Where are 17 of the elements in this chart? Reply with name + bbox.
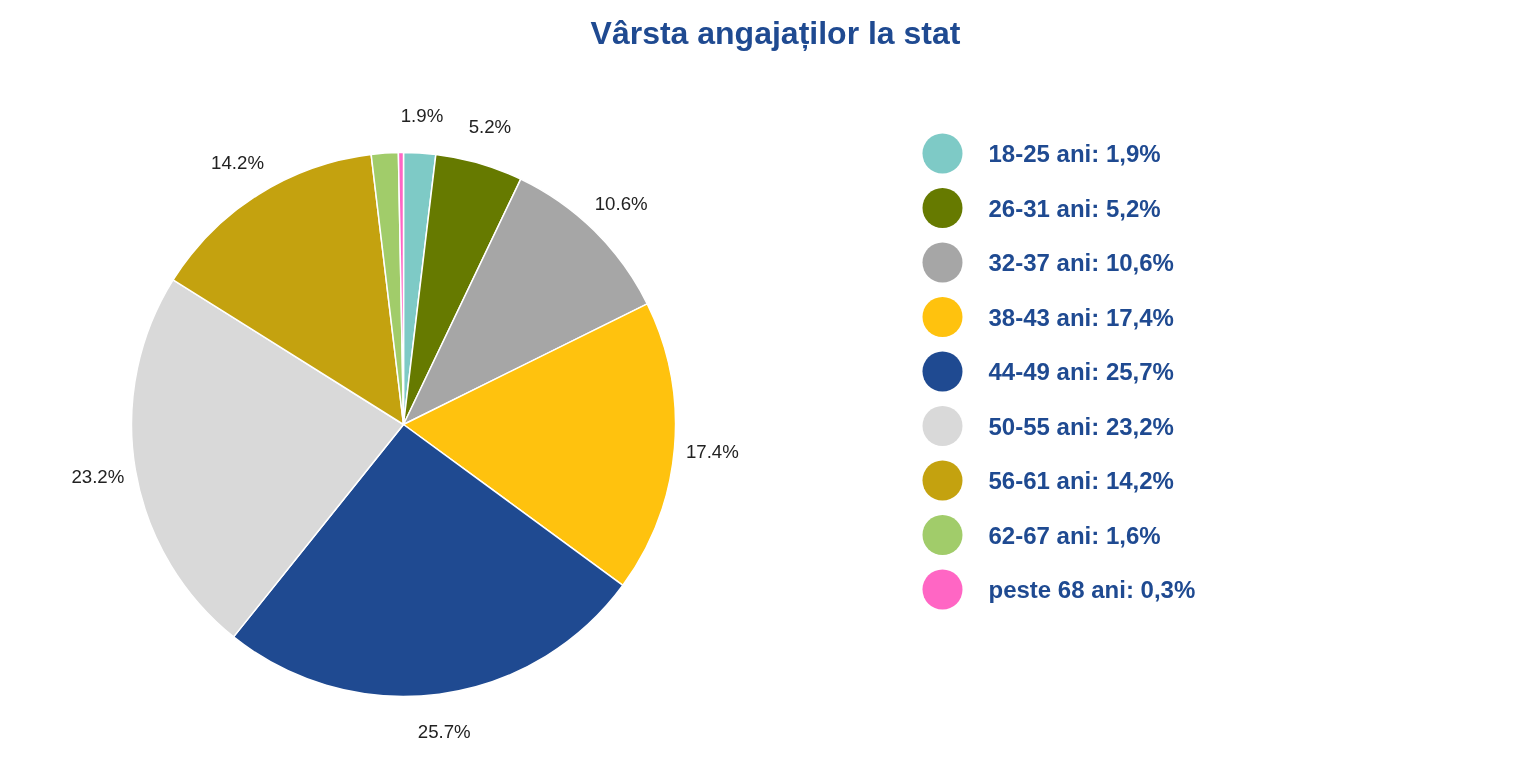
legend-label: 26-31 ani: 5,2% bbox=[988, 194, 1161, 222]
data-label: 25.7% bbox=[417, 721, 471, 743]
chart-title: Vârsta angajaților la stat bbox=[590, 14, 961, 51]
legend-label: 18-25 ani: 1,9% bbox=[988, 140, 1161, 167]
legend-label: 44-49 ani: 25,7% bbox=[988, 358, 1174, 385]
data-label: 23.2% bbox=[71, 465, 125, 487]
data-label: 14.2% bbox=[211, 152, 264, 174]
legend-label: 56-61 ani: 14,2% bbox=[988, 467, 1174, 494]
data-label: 17.4% bbox=[685, 440, 739, 462]
legend-label: 50-55 ani: 23,2% bbox=[988, 412, 1174, 440]
legend-label: 38-43 ani: 17,4% bbox=[988, 303, 1174, 331]
data-label: 1.9% bbox=[400, 104, 444, 126]
legend-label: 62-67 ani: 1,6% bbox=[988, 521, 1161, 549]
legend-label: 32-37 ani: 10,6% bbox=[988, 249, 1174, 276]
data-label: 5.2% bbox=[468, 116, 512, 138]
legend-label: peste 68 ani: 0,3% bbox=[988, 576, 1196, 603]
data-label: 10.6% bbox=[594, 193, 648, 215]
